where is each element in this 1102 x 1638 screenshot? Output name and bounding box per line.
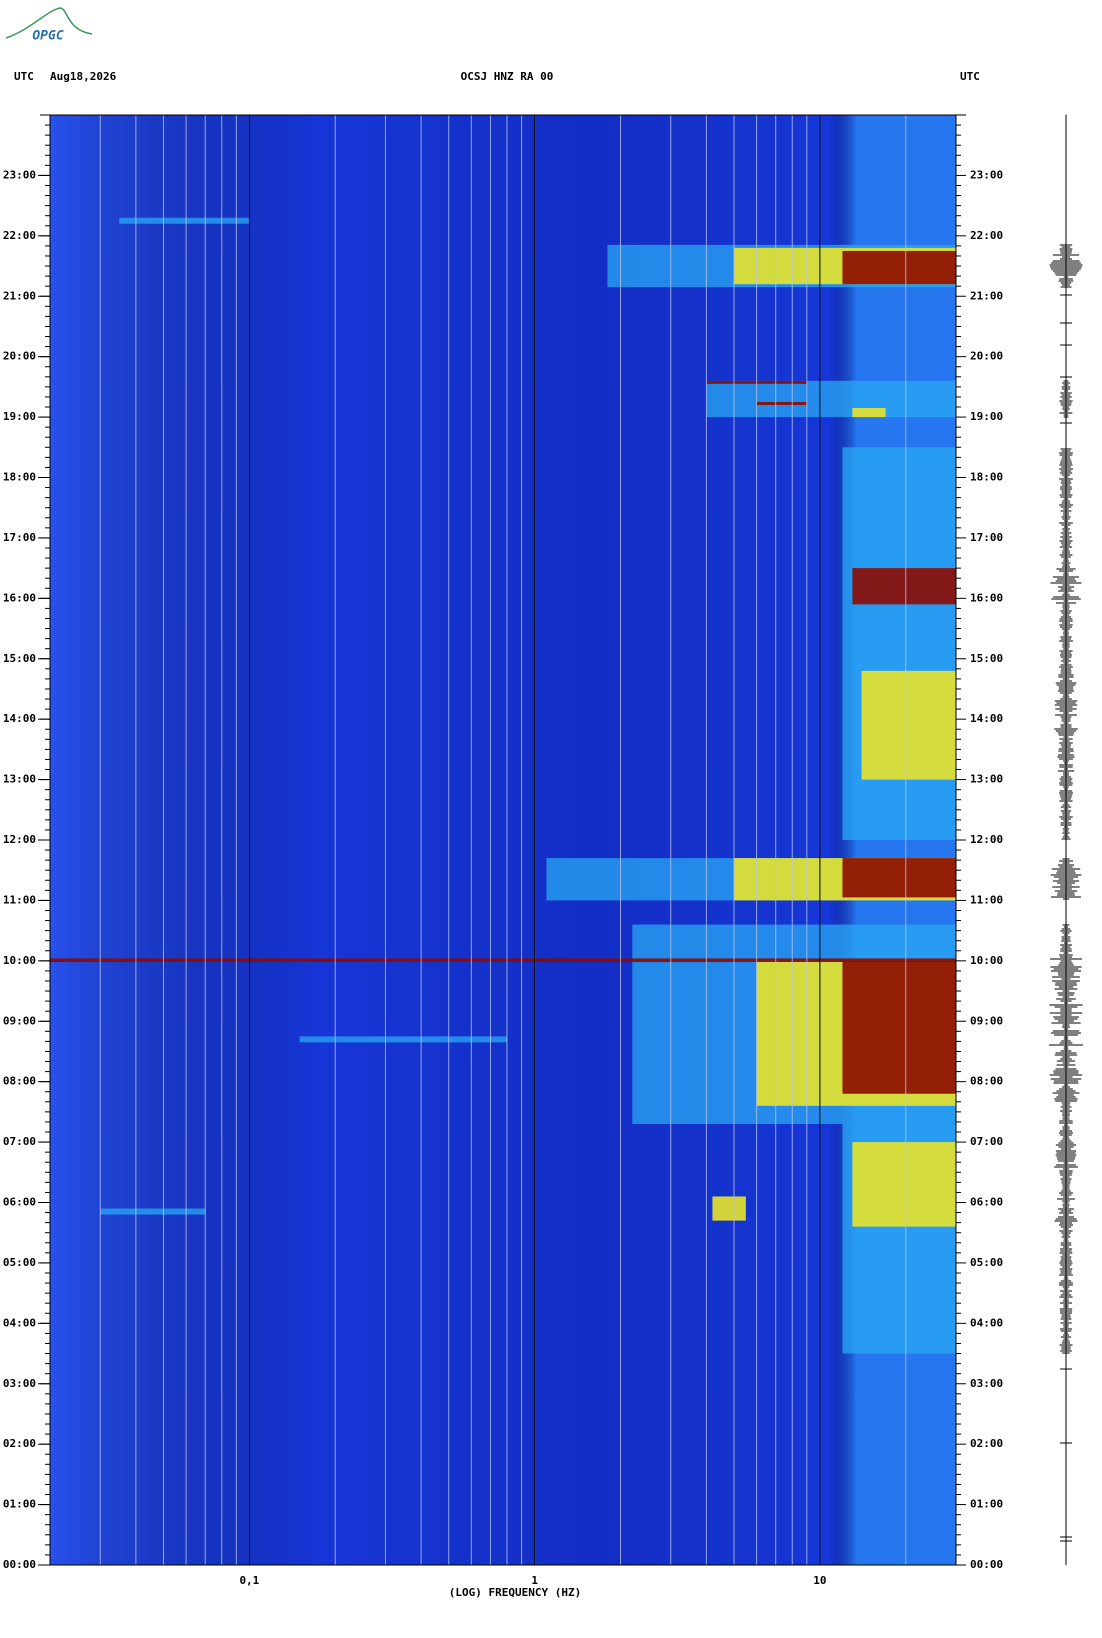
y-tick-label-right: 01:00: [970, 1498, 1003, 1511]
y-tick-label-right: 12:00: [970, 833, 1003, 846]
energy-band: [756, 401, 807, 405]
y-tick-label: 20:00: [3, 350, 36, 363]
left-label: UTC: [14, 70, 34, 83]
x-tick-label: 0,1: [239, 1574, 259, 1587]
y-tick-label: 23:00: [3, 168, 36, 181]
y-tick-label-right: 08:00: [970, 1075, 1003, 1088]
y-tick-label-right: 02:00: [970, 1437, 1003, 1450]
y-tick-label: 07:00: [3, 1135, 36, 1148]
y-tick-label-right: 23:00: [970, 168, 1003, 181]
x-tick-label: 1: [531, 1574, 538, 1587]
y-tick-label: 10:00: [3, 954, 36, 967]
right-label: UTC: [960, 70, 980, 83]
y-tick-label: 12:00: [3, 833, 36, 846]
energy-band: [299, 1036, 507, 1043]
y-tick-label: 08:00: [3, 1075, 36, 1088]
y-tick-label-right: 19:00: [970, 410, 1003, 423]
y-tick-label-right: 13:00: [970, 773, 1003, 786]
y-tick-label-right: 07:00: [970, 1135, 1003, 1148]
energy-band: [852, 408, 886, 418]
y-tick-label: 18:00: [3, 471, 36, 484]
logo-curve: [5, 7, 93, 39]
y-tick-label: 05:00: [3, 1256, 36, 1269]
energy-band: [842, 858, 956, 898]
x-axis-label: (LOG) FREQUENCY (HZ): [449, 1586, 581, 1599]
energy-band: [706, 380, 956, 418]
y-tick-label-right: 06:00: [970, 1196, 1003, 1209]
energy-band: [100, 1208, 206, 1215]
y-tick-label-right: 18:00: [970, 471, 1003, 484]
y-tick-label: 22:00: [3, 229, 36, 242]
y-tick-label-right: 20:00: [970, 350, 1003, 363]
y-tick-label: 09:00: [3, 1014, 36, 1027]
energy-band: [119, 217, 250, 224]
chart-title: OCSJ HNZ RA 00: [461, 70, 554, 83]
y-tick-label: 16:00: [3, 591, 36, 604]
y-tick-label: 11:00: [3, 893, 36, 906]
y-tick-label-right: 00:00: [970, 1558, 1003, 1571]
y-tick-label: 14:00: [3, 712, 36, 725]
spectrogram-shade: [50, 115, 956, 1565]
y-tick-label: 21:00: [3, 289, 36, 302]
y-tick-label-right: 22:00: [970, 229, 1003, 242]
y-tick-label-right: 09:00: [970, 1014, 1003, 1027]
energy-band: [50, 958, 956, 963]
energy-band: [842, 447, 956, 840]
energy-band: [852, 568, 956, 605]
y-tick-label-right: 15:00: [970, 652, 1003, 665]
y-tick-label: 04:00: [3, 1316, 36, 1329]
y-tick-label: 13:00: [3, 773, 36, 786]
y-tick-label: 02:00: [3, 1437, 36, 1450]
y-tick-label: 06:00: [3, 1196, 36, 1209]
energy-band: [861, 670, 956, 780]
y-tick-label-right: 04:00: [970, 1316, 1003, 1329]
energy-band: [842, 250, 956, 285]
y-tick-label: 01:00: [3, 1498, 36, 1511]
y-tick-label-right: 10:00: [970, 954, 1003, 967]
y-tick-label: 17:00: [3, 531, 36, 544]
y-tick-label-right: 17:00: [970, 531, 1003, 544]
y-tick-label-right: 05:00: [970, 1256, 1003, 1269]
y-tick-label-right: 14:00: [970, 712, 1003, 725]
x-tick-label: 10: [813, 1574, 826, 1587]
y-tick-label: 03:00: [3, 1377, 36, 1390]
energy-band: [852, 1142, 956, 1227]
energy-band: [842, 960, 956, 1094]
date: Aug18,2026: [50, 70, 117, 83]
logo: OPGC: [32, 29, 63, 44]
y-tick-label: 15:00: [3, 652, 36, 665]
y-tick-label-right: 11:00: [970, 893, 1003, 906]
y-tick-label-right: 03:00: [970, 1377, 1003, 1390]
y-tick-label: 00:00: [3, 1558, 36, 1571]
y-tick-label: 19:00: [3, 410, 36, 423]
y-tick-label-right: 21:00: [970, 289, 1003, 302]
y-tick-label-right: 16:00: [970, 591, 1003, 604]
energy-band: [712, 1196, 746, 1221]
